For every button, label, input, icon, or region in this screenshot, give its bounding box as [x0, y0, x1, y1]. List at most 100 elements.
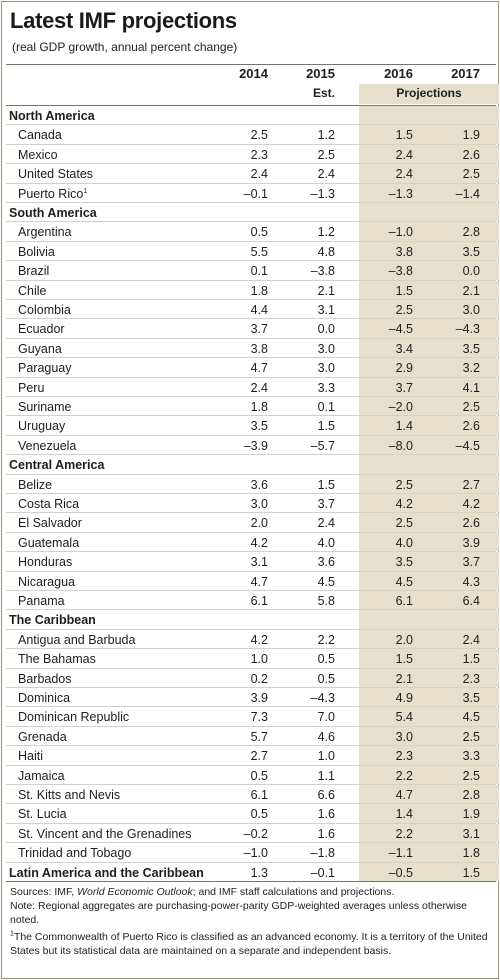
- value-2015: –3.8: [310, 264, 335, 279]
- value-2014: –0.2: [243, 826, 268, 841]
- country-name: Belize: [18, 477, 53, 492]
- value-2015: 2.2: [317, 632, 335, 647]
- value-2014: 2.4: [250, 380, 268, 395]
- value-2015: 1.6: [317, 807, 335, 822]
- country-name: St. Lucia: [18, 807, 67, 822]
- value-2016: 2.1: [395, 671, 413, 686]
- value-2017: 2.5: [462, 768, 480, 783]
- table-row: Argentina 0.5 1.2 –1.0 2.8: [6, 222, 499, 242]
- projection-shade: [359, 610, 499, 629]
- country-name: Nicaragua: [18, 574, 75, 589]
- table-row: Uruguay 3.5 1.5 1.4 2.6: [6, 416, 499, 436]
- value-2014: 0.5: [250, 225, 268, 240]
- value-2016: 3.7: [395, 380, 413, 395]
- column-header-2014: 2014: [239, 66, 268, 81]
- table-row: Costa Rica 3.0 3.7 4.2 4.2: [6, 494, 499, 514]
- value-2014: 0.2: [250, 671, 268, 686]
- country-name: St. Kitts and Nevis: [18, 788, 121, 802]
- country-name: St. Vincent and the Grenadines: [18, 826, 192, 841]
- value-2017: 2.5: [462, 167, 480, 182]
- projection-shade: [359, 106, 499, 125]
- table-row: Barbados 0.2 0.5 2.1 2.3: [6, 668, 499, 688]
- projection-shade: [359, 338, 499, 358]
- country-name: Bolivia: [18, 244, 55, 259]
- value-2015: 4.8: [317, 244, 335, 259]
- country-name: United States: [18, 167, 94, 182]
- projection-shade: [359, 862, 499, 881]
- value-2017: –4.3: [455, 322, 480, 337]
- value-2017: 3.1: [462, 826, 480, 841]
- country-name: Argentina: [18, 225, 72, 240]
- projection-shade: [359, 804, 499, 823]
- value-2016: 2.2: [395, 826, 413, 841]
- country-name: Ecuador: [18, 322, 65, 337]
- value-2015: 3.0: [317, 341, 335, 356]
- value-2014: 4.7: [250, 574, 268, 589]
- value-2015: 2.1: [317, 283, 335, 298]
- value-2014: 0.1: [250, 264, 268, 279]
- table-row: Brazil 0.1 –3.8 –3.8 0.0: [6, 261, 499, 281]
- value-2015: 1.5: [317, 477, 335, 492]
- projections-header-shade: [359, 84, 499, 104]
- value-2017: 1.5: [462, 652, 480, 667]
- table-row: United States 2.4 2.4 2.4 2.5: [6, 164, 499, 184]
- value-2016: 4.7: [395, 788, 413, 802]
- table-row: Mexico 2.3 2.5 2.4 2.6: [6, 144, 499, 165]
- projection-shade: [359, 513, 499, 532]
- table-row: St. Lucia 0.5 1.6 1.4 1.9: [6, 804, 499, 824]
- value-2014: 2.0: [250, 516, 268, 531]
- footnote-marker: 1: [83, 187, 88, 195]
- projection-shade: [359, 552, 499, 571]
- projection-shade: [359, 707, 499, 726]
- value-2014: 4.4: [250, 303, 268, 317]
- value-2017: 3.5: [462, 691, 480, 705]
- value-2017: 1.9: [462, 807, 480, 822]
- projection-shade: [359, 203, 499, 222]
- value-2014: 3.9: [250, 691, 268, 705]
- value-2016: 2.5: [395, 516, 413, 531]
- projection-shade: [359, 843, 499, 862]
- value-2017: 2.7: [462, 477, 480, 492]
- projection-shade: [359, 319, 499, 338]
- value-2014: –0.1: [243, 186, 268, 201]
- projection-shade: [359, 280, 499, 299]
- page-title: Latest IMF projections: [10, 8, 237, 33]
- country-name: The Bahamas: [18, 652, 96, 667]
- value-2017: 4.3: [462, 574, 480, 589]
- page-subtitle: (real GDP growth, annual percent change): [12, 40, 238, 54]
- value-2016: –1.1: [388, 846, 413, 861]
- region-name: South America: [9, 206, 97, 220]
- country-name: Grenada: [18, 729, 67, 744]
- value-2014: 2.4: [250, 167, 268, 182]
- value-2016: 4.5: [395, 574, 413, 589]
- value-2016: 2.2: [395, 768, 413, 783]
- value-2015: 4.6: [317, 729, 335, 744]
- projection-shade: [359, 241, 499, 261]
- value-2014: 7.3: [250, 710, 268, 725]
- country-name: Guyana: [18, 341, 62, 356]
- projection-shade: [359, 823, 499, 843]
- projection-shade: [359, 629, 499, 649]
- total-name: Latin America and the Caribbean: [9, 865, 204, 880]
- value-2015: 3.6: [317, 555, 335, 570]
- country-name: Canada: [18, 128, 62, 143]
- country-name: Antigua and Barbuda: [18, 632, 136, 647]
- country-name: Guatemala: [18, 535, 80, 550]
- country-name: Peru: [18, 380, 45, 395]
- value-2017: 3.5: [462, 341, 480, 356]
- projection-shade: [359, 358, 499, 377]
- table-row: Nicaragua 4.7 4.5 4.5 4.3: [6, 571, 499, 591]
- value-2015: 2.5: [317, 147, 335, 162]
- column-subheader-est: Est.: [312, 86, 335, 100]
- table-row: Honduras 3.1 3.6 3.5 3.7: [6, 552, 499, 572]
- table-row: Jamaica 0.5 1.1 2.2 2.5: [6, 765, 499, 785]
- value-2016: 1.4: [395, 807, 413, 822]
- projection-shade: [359, 668, 499, 687]
- value-2015: 1.5: [317, 419, 335, 434]
- projection-shade: [359, 785, 499, 804]
- projection-shade: [359, 300, 499, 319]
- table-row: Guatemala 4.2 4.0 4.0 3.9: [6, 532, 499, 553]
- value-2016: 1.5: [395, 128, 413, 143]
- value-2016: 3.8: [395, 244, 413, 259]
- value-2017: 2.4: [462, 632, 480, 647]
